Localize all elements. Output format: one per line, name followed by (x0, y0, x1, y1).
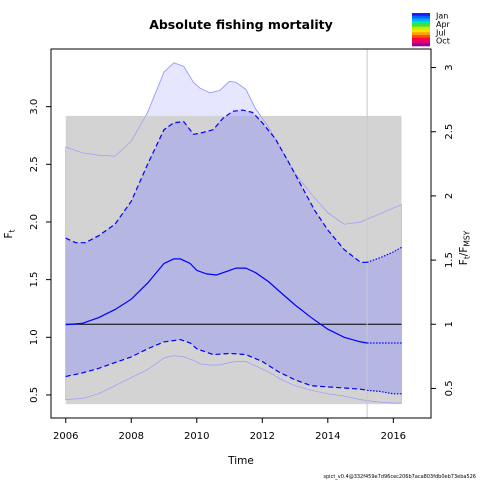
x-axis: 2006 2008 2010 2012 2014 2016 (53, 417, 406, 442)
y-tick-label-left: 1.0 (29, 329, 40, 345)
ft-upper-ci-line (65, 109, 368, 263)
y-tick-label-right: 2 (444, 193, 455, 199)
y-axis-right: 0.5 1 1.5 2 2.5 3 (431, 64, 455, 396)
legend-swatch (412, 29, 430, 33)
ci-band-layer (65, 62, 402, 404)
y-tick-label-left: 2.0 (29, 214, 40, 230)
legend-swatch (412, 32, 430, 36)
x-tick-label: 2010 (184, 431, 209, 442)
ft-lower-ci-forecast-line (367, 389, 402, 395)
ft-estimate-line (65, 258, 368, 344)
x-tick-label: 2016 (381, 431, 406, 442)
legend-swatch (412, 35, 430, 39)
y-tick-label-left: 1.5 (29, 272, 40, 288)
legend-swatch (412, 13, 430, 17)
version-footer: spict_v0.4@332f459e7d96cec206b7aca803fdb… (323, 474, 476, 480)
y-tick-label-right: 1.5 (444, 252, 455, 268)
legend-label: Apr (436, 20, 451, 29)
legend-label: Jan (435, 12, 448, 21)
legend-label: Jul (435, 28, 446, 37)
legend-swatch (412, 43, 430, 47)
x-tick-label: 2014 (315, 431, 340, 442)
x-tick-label: 2008 (119, 431, 144, 442)
x-tick-label: 2006 (53, 431, 78, 442)
legend-swatch (412, 37, 430, 41)
y-tick-label-left: 0.5 (29, 387, 40, 403)
legend-label: Oct (436, 37, 450, 46)
chart-title: Absolute fishing mortality (149, 17, 333, 32)
legend-swatch (412, 18, 430, 22)
ft-lower-ci-line (65, 338, 368, 391)
legend-swatch (412, 15, 430, 19)
legend-swatch (412, 24, 430, 28)
fmsy-band-layer (65, 115, 402, 405)
y-tick-label-right: 0.5 (444, 380, 455, 396)
ft-upper-ci-forecast-line (366, 246, 402, 263)
y-tick-label-left: 3.0 (29, 99, 40, 115)
plot-area (65, 49, 402, 418)
seasonal-band-lower-edge (65, 355, 402, 404)
y-tick-label-left: 2.5 (29, 156, 40, 172)
fmsy-ci-band (65, 115, 402, 405)
x-tick-label: 2012 (250, 431, 275, 442)
y-axis-label-left: Ft (3, 229, 17, 238)
estimate-ci-band (65, 110, 402, 394)
series-lines-layer (65, 49, 402, 418)
seasonal-band-upper-edge (65, 62, 402, 225)
y-tick-label-right: 1 (444, 321, 455, 327)
legend-swatch (412, 21, 430, 25)
y-axis-left: 0.5 1.0 1.5 2.0 2.5 3.0 (29, 99, 51, 403)
legend-swatch (412, 40, 430, 44)
legend-swatch (412, 26, 430, 30)
y-tick-label-right: 3 (444, 64, 455, 70)
y-tick-label-right: 2.5 (444, 124, 455, 140)
x-axis-label: Time (227, 455, 254, 467)
y-axis-label-right: Ft/FMSY (458, 230, 472, 265)
